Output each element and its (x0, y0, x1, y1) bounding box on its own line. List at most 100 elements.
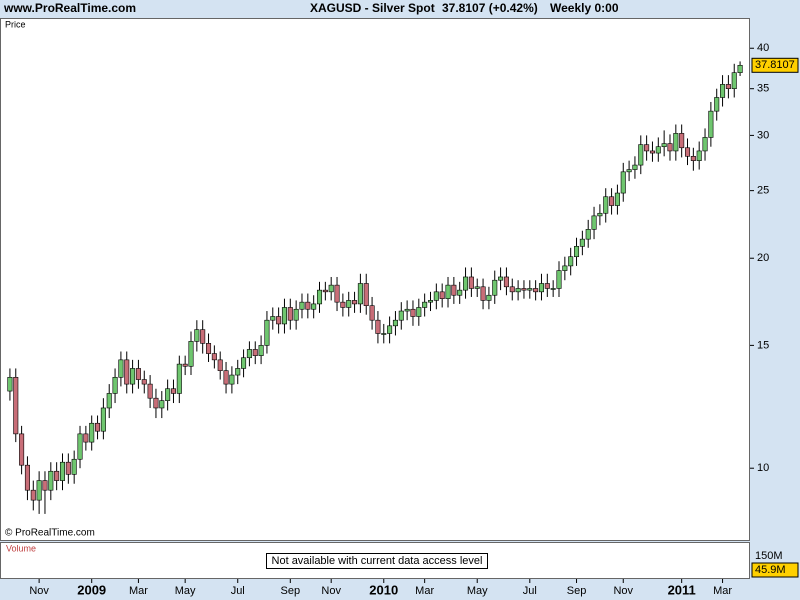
candle-body (293, 308, 299, 321)
candle-body (492, 279, 498, 296)
candle-body (71, 458, 77, 475)
candle-body (673, 133, 679, 152)
candle-body (7, 376, 13, 392)
x-tick-label: Nov (29, 585, 49, 597)
candle-body (457, 289, 463, 296)
candle-body (287, 307, 293, 321)
candle-body (65, 461, 71, 475)
candle-body (182, 363, 188, 367)
candle-body (445, 284, 451, 299)
candle-body (30, 489, 36, 501)
candle-body (614, 192, 620, 206)
candle-body (538, 283, 544, 293)
y-tick-label: 15 (757, 339, 769, 351)
candle-body (392, 319, 398, 327)
candle-body (159, 400, 165, 409)
candle-body (281, 307, 287, 325)
copyright: © ProRealTime.com (5, 528, 95, 539)
candle-body (679, 133, 685, 149)
x-tick-label: Jul (523, 585, 537, 597)
candle-body (725, 84, 731, 89)
candle-body (235, 368, 241, 376)
candle-body (13, 376, 19, 435)
candle-body (439, 291, 445, 299)
candle-body (48, 470, 54, 491)
candle-body (720, 84, 726, 98)
candle-body (112, 376, 118, 394)
candle-body (562, 265, 568, 271)
candle-body (527, 288, 533, 291)
volume-message: Not available with current data access l… (272, 555, 483, 567)
candle-body (176, 363, 182, 394)
candle-body (603, 196, 609, 214)
volume-label: Volume (6, 543, 36, 553)
candle-body (626, 169, 632, 173)
candle-body (638, 144, 644, 166)
candle-body (59, 461, 66, 481)
last-price-tag (751, 57, 799, 73)
candle-body (731, 72, 737, 89)
candle-body (585, 229, 591, 240)
candle-body (632, 164, 638, 170)
candle-body (696, 150, 702, 161)
candle-body (480, 286, 486, 301)
message-box (266, 553, 488, 569)
candle-body (690, 155, 696, 161)
candle-body (322, 289, 328, 293)
candle-body (463, 276, 469, 291)
candle-body (95, 422, 101, 432)
candle-body (533, 288, 539, 293)
volume-tag (751, 562, 799, 578)
candle-body (258, 345, 264, 356)
candle-body (118, 359, 124, 378)
candle-body (515, 288, 521, 293)
y-tick-label: 30 (757, 129, 769, 141)
x-tick-label: Mar (129, 585, 148, 597)
last-price-label: 37.8107 (755, 59, 795, 71)
candle-body (42, 480, 48, 491)
x-tick-label: Jul (231, 585, 245, 597)
candle-body (270, 316, 276, 321)
candle-body (369, 305, 375, 321)
candle-body (211, 353, 217, 361)
volume-axis-label: 150M (755, 550, 783, 562)
candle-body (334, 284, 340, 303)
candle-body (217, 359, 223, 371)
candle-body (398, 310, 404, 321)
candle-body (574, 246, 580, 258)
candle-body (246, 349, 252, 359)
candle-body (200, 329, 206, 344)
candle-body (194, 329, 200, 342)
candle-body (498, 276, 504, 281)
candle-body (737, 64, 743, 73)
candle-body (340, 301, 346, 308)
x-tick-label: 2010 (369, 582, 398, 597)
candle-body (36, 480, 42, 501)
candle-body (206, 343, 212, 354)
x-tick-label: Sep (567, 585, 587, 597)
candle-body (352, 300, 358, 305)
candle-body (451, 284, 457, 296)
timeframe: Weekly 0:00 (550, 1, 619, 15)
candle-body (346, 300, 352, 308)
candle-body (609, 196, 615, 206)
candle-body (474, 286, 480, 289)
candle-body (422, 301, 428, 308)
candle-body (229, 374, 235, 385)
candle-body (702, 137, 708, 152)
candle-body (649, 150, 655, 154)
candle-body (252, 349, 258, 356)
candle-body (556, 270, 562, 289)
candle-body (661, 143, 667, 148)
candle-body (316, 289, 323, 305)
x-tick-label: Nov (613, 585, 633, 597)
candle-body (655, 146, 661, 154)
candle-body (276, 316, 282, 325)
candle-body (375, 319, 381, 334)
y-tick-label: 20 (757, 252, 769, 264)
candle-body (83, 433, 89, 443)
candle-body (106, 393, 112, 409)
candle-body (89, 422, 95, 443)
